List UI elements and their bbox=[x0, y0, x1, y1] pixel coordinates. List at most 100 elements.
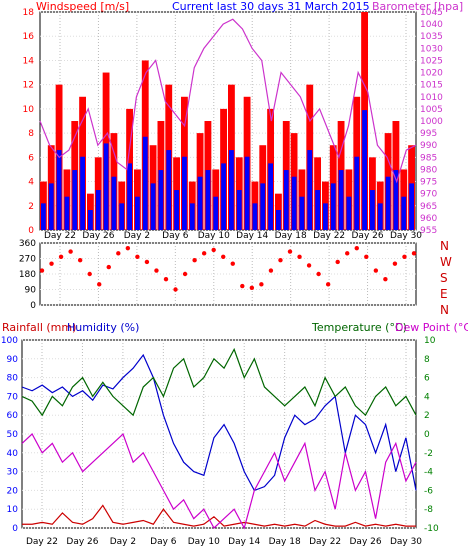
wind-average-bar bbox=[48, 183, 54, 230]
wind-average-bar bbox=[127, 163, 132, 230]
humidity-header: Humidity (%) bbox=[67, 321, 139, 334]
humidity-tick-label: 10 bbox=[7, 505, 19, 515]
compass-s: S bbox=[440, 271, 448, 285]
humidity-tick-label: 80 bbox=[7, 374, 19, 384]
baro-tick-label: 1025 bbox=[420, 56, 443, 66]
wind-average-bar bbox=[150, 183, 156, 230]
wind-average-bar bbox=[182, 156, 187, 230]
baro-tick-label: 1040 bbox=[420, 20, 443, 30]
temperature-tick-label: 6 bbox=[424, 374, 430, 384]
wind-average-bar bbox=[64, 196, 70, 230]
date-tick-label: Day 10 bbox=[188, 537, 220, 547]
direction-point bbox=[316, 271, 321, 277]
wind-average-bar bbox=[56, 150, 62, 230]
humidity-tick-label: 50 bbox=[7, 430, 19, 440]
wind-tick-label: 6 bbox=[28, 153, 34, 163]
direction-point bbox=[240, 283, 245, 289]
direction-tick-label: 360 bbox=[19, 239, 36, 249]
humidity-tick-label: 0 bbox=[12, 524, 18, 534]
barometer-header: Barometer [hpa] bbox=[372, 0, 463, 13]
wind-average-bar bbox=[385, 176, 391, 230]
baro-tick-label: 1045 bbox=[420, 8, 443, 18]
chart-title: Current last 30 days 31 March 2015 bbox=[172, 0, 370, 13]
wind-average-bar bbox=[142, 136, 148, 230]
wind-average-bar bbox=[88, 210, 93, 230]
temperature-tick-label: 4 bbox=[424, 392, 430, 402]
compass-w: W bbox=[440, 255, 452, 269]
direction-point bbox=[364, 254, 369, 259]
direction-point bbox=[211, 247, 216, 253]
direction-point bbox=[411, 251, 417, 256]
compass-n-bottom: N bbox=[440, 303, 449, 317]
temperature-tick-label: 0 bbox=[424, 430, 430, 440]
temperature-tick-label: -6 bbox=[424, 486, 433, 496]
rainfall-header: Rainfall (mm) bbox=[2, 321, 76, 334]
wind-average-bar bbox=[213, 196, 219, 230]
date-tick-label: Day 2 bbox=[110, 537, 136, 547]
direction-point bbox=[68, 249, 73, 254]
direction-point bbox=[173, 287, 178, 292]
direction-point bbox=[345, 251, 350, 256]
date-tick-label: Day 18 bbox=[269, 537, 301, 547]
direction-point bbox=[335, 259, 340, 265]
baro-tick-label: 970 bbox=[420, 190, 437, 200]
baro-tick-label: 1015 bbox=[420, 81, 443, 91]
direction-point bbox=[249, 285, 255, 290]
rain-line bbox=[22, 504, 416, 527]
direction-tick-label: 180 bbox=[19, 270, 36, 280]
baro-tick-label: 995 bbox=[420, 129, 437, 139]
temperature-tick-label: 8 bbox=[424, 355, 430, 365]
date-tick-label: Day 14 bbox=[236, 231, 268, 241]
direction-point bbox=[182, 271, 188, 277]
wind-average-bar bbox=[276, 210, 281, 230]
date-tick-label: Day 6 bbox=[150, 537, 177, 547]
direction-point bbox=[259, 282, 264, 287]
direction-point bbox=[402, 254, 407, 259]
baro-tick-label: 1000 bbox=[420, 117, 443, 127]
humidity-tick-label: 30 bbox=[7, 468, 19, 478]
wind-average-bar bbox=[252, 203, 258, 230]
temperature-tick-label: -4 bbox=[424, 468, 433, 478]
wind-average-bar bbox=[197, 176, 203, 230]
direction-point bbox=[354, 245, 359, 251]
humidity-tick-label: 90 bbox=[7, 355, 19, 365]
direction-point bbox=[325, 282, 331, 287]
direction-point bbox=[297, 254, 302, 259]
date-tick-label: Day 6 bbox=[162, 231, 189, 241]
wind-average-bar bbox=[370, 190, 375, 230]
wind-tick-label: 18 bbox=[23, 8, 35, 18]
direction-point bbox=[58, 254, 64, 259]
wind-average-bar bbox=[307, 150, 313, 230]
wind-average-bar bbox=[260, 183, 266, 230]
baro-tick-label: 955 bbox=[420, 226, 437, 236]
wind-average-bar bbox=[283, 170, 289, 230]
wind-tick-label: 10 bbox=[23, 105, 35, 115]
wind-average-bar bbox=[41, 203, 46, 230]
baro-tick-label: 990 bbox=[420, 141, 437, 151]
baro-tick-label: 975 bbox=[420, 178, 437, 188]
direction-point bbox=[87, 271, 92, 277]
wind-average-bar bbox=[346, 196, 352, 230]
wind-average-bar bbox=[158, 170, 164, 230]
wind-average-bar bbox=[338, 170, 344, 230]
direction-point bbox=[383, 276, 388, 282]
direction-tick-label: 90 bbox=[25, 286, 37, 296]
humidity-tick-label: 40 bbox=[7, 449, 19, 459]
date-tick-label: Day 22 bbox=[313, 231, 345, 241]
date-tick-label: Day 26 bbox=[352, 231, 384, 241]
baro-tick-label: 1005 bbox=[420, 105, 443, 115]
temperature-header: Temperature (°C) bbox=[311, 321, 407, 334]
wind-tick-label: 16 bbox=[23, 32, 35, 42]
wind-average-bar bbox=[315, 190, 320, 230]
direction-point bbox=[278, 258, 283, 263]
wind-average-bar bbox=[268, 163, 273, 230]
direction-point bbox=[144, 259, 150, 265]
humidity-tick-label: 100 bbox=[1, 336, 18, 346]
wind-average-bar bbox=[236, 190, 242, 230]
temperature-tick-label: -2 bbox=[424, 449, 433, 459]
wind-tick-label: 2 bbox=[28, 202, 34, 212]
date-tick-label: Day 30 bbox=[390, 231, 422, 241]
baro-tick-label: 985 bbox=[420, 153, 437, 163]
baro-tick-label: 1030 bbox=[420, 44, 443, 54]
